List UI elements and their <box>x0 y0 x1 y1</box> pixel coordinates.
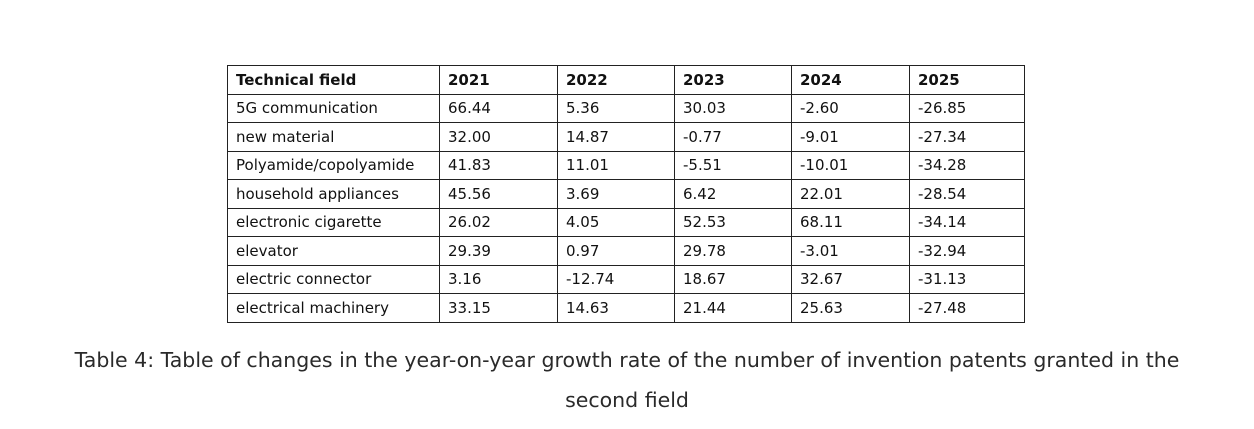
value-cell: 45.56 <box>439 179 558 209</box>
table-row: electronic cigarette 26.02 4.05 52.53 68… <box>227 207 1025 237</box>
value-cell: 41.83 <box>439 150 558 180</box>
value-cell: 22.01 <box>791 179 910 209</box>
value-cell: 21.44 <box>674 293 792 323</box>
field-name-cell: elevator <box>227 236 440 266</box>
value-cell: 3.69 <box>557 179 675 209</box>
value-cell: 29.78 <box>674 236 792 266</box>
value-cell: 30.03 <box>674 93 792 123</box>
value-cell: 32.67 <box>791 264 910 294</box>
field-name-cell: new material <box>227 122 440 152</box>
value-cell: -27.34 <box>909 122 1025 152</box>
field-name-cell: 5G communication <box>227 93 440 123</box>
value-cell: 0.97 <box>557 236 675 266</box>
field-name-cell: electric connector <box>227 264 440 294</box>
value-cell: -5.51 <box>674 150 792 180</box>
value-cell: -32.94 <box>909 236 1025 266</box>
table-row: 5G communication 66.44 5.36 30.03 -2.60 … <box>227 93 1025 123</box>
value-cell: -26.85 <box>909 93 1025 123</box>
value-cell: -12.74 <box>557 264 675 294</box>
table-row: electrical machinery 33.15 14.63 21.44 2… <box>227 293 1025 323</box>
value-cell: -28.54 <box>909 179 1025 209</box>
column-header: 2023 <box>674 65 792 95</box>
table-caption-line-2: second field <box>565 388 689 412</box>
field-name-cell: household appliances <box>227 179 440 209</box>
value-cell: 11.01 <box>557 150 675 180</box>
growth-rate-table: Technical field 2021 2022 2023 2024 2025… <box>227 65 1025 323</box>
table-row: elevator 29.39 0.97 29.78 -3.01 -32.94 <box>227 236 1025 266</box>
column-header: Technical field <box>227 65 440 95</box>
table-caption-line-1: Table 4: Table of changes in the year-on… <box>74 348 1180 372</box>
value-cell: -0.77 <box>674 122 792 152</box>
value-cell: -34.14 <box>909 207 1025 237</box>
table-caption: Table 4: Table of changes in the year-on… <box>0 340 1254 420</box>
value-cell: 14.63 <box>557 293 675 323</box>
table-row: electric connector 3.16 -12.74 18.67 32.… <box>227 264 1025 294</box>
value-cell: -3.01 <box>791 236 910 266</box>
value-cell: 18.67 <box>674 264 792 294</box>
column-header: 2024 <box>791 65 910 95</box>
value-cell: 33.15 <box>439 293 558 323</box>
value-cell: -9.01 <box>791 122 910 152</box>
value-cell: -10.01 <box>791 150 910 180</box>
value-cell: 14.87 <box>557 122 675 152</box>
value-cell: 5.36 <box>557 93 675 123</box>
value-cell: -2.60 <box>791 93 910 123</box>
field-name-cell: electronic cigarette <box>227 207 440 237</box>
value-cell: 4.05 <box>557 207 675 237</box>
column-header: 2021 <box>439 65 558 95</box>
value-cell: 68.11 <box>791 207 910 237</box>
field-name-cell: electrical machinery <box>227 293 440 323</box>
table-row: Polyamide/copolyamide 41.83 11.01 -5.51 … <box>227 150 1025 180</box>
value-cell: 26.02 <box>439 207 558 237</box>
table-header-row: Technical field 2021 2022 2023 2024 2025 <box>227 65 1025 95</box>
value-cell: 6.42 <box>674 179 792 209</box>
value-cell: 3.16 <box>439 264 558 294</box>
value-cell: -34.28 <box>909 150 1025 180</box>
table-row: household appliances 45.56 3.69 6.42 22.… <box>227 179 1025 209</box>
table-row: new material 32.00 14.87 -0.77 -9.01 -27… <box>227 122 1025 152</box>
value-cell: 29.39 <box>439 236 558 266</box>
value-cell: 52.53 <box>674 207 792 237</box>
column-header: 2022 <box>557 65 675 95</box>
value-cell: -31.13 <box>909 264 1025 294</box>
growth-rate-table-container: Technical field 2021 2022 2023 2024 2025… <box>227 65 1025 323</box>
value-cell: 25.63 <box>791 293 910 323</box>
value-cell: 66.44 <box>439 93 558 123</box>
field-name-cell: Polyamide/copolyamide <box>227 150 440 180</box>
value-cell: -27.48 <box>909 293 1025 323</box>
value-cell: 32.00 <box>439 122 558 152</box>
column-header: 2025 <box>909 65 1025 95</box>
